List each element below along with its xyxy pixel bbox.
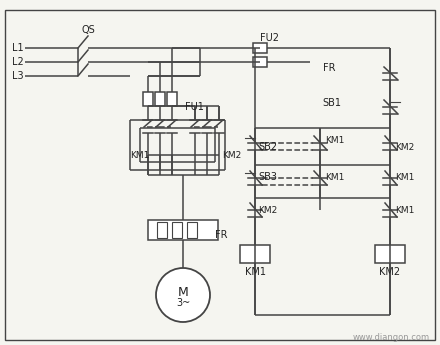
Text: KM2: KM2 (222, 150, 241, 159)
Text: QS: QS (81, 25, 95, 35)
Text: FU2: FU2 (260, 33, 279, 43)
Text: KM1: KM1 (325, 136, 345, 145)
Text: SB3: SB3 (258, 172, 277, 182)
Text: KM1: KM1 (395, 206, 414, 215)
Text: FR: FR (323, 63, 335, 73)
Text: L3: L3 (12, 71, 24, 81)
Bar (253, 43, 267, 53)
Bar (240, 245, 270, 263)
Text: KM1: KM1 (245, 267, 265, 277)
Text: 3~: 3~ (176, 298, 190, 308)
Bar (375, 245, 405, 263)
Text: KM2: KM2 (395, 142, 414, 151)
Bar (187, 222, 197, 238)
Text: KM2: KM2 (379, 267, 400, 277)
Text: SB2: SB2 (258, 142, 277, 152)
Text: SB1: SB1 (322, 98, 341, 108)
Text: KM1: KM1 (130, 150, 149, 159)
Text: L2: L2 (12, 57, 24, 67)
Text: KM1: KM1 (325, 172, 345, 181)
Bar (148, 220, 218, 240)
Text: FR: FR (215, 230, 227, 240)
Text: KM1: KM1 (395, 172, 414, 181)
Text: M: M (178, 286, 188, 298)
Bar (167, 92, 177, 106)
Text: KM2: KM2 (258, 206, 277, 215)
Bar (157, 222, 167, 238)
Bar (253, 57, 267, 67)
Text: FU1: FU1 (185, 102, 204, 112)
Text: L1: L1 (12, 43, 24, 53)
Bar (155, 92, 165, 106)
Bar (172, 222, 182, 238)
Text: www.diangon.com: www.diangon.com (353, 333, 430, 342)
Bar (143, 92, 153, 106)
Circle shape (156, 268, 210, 322)
